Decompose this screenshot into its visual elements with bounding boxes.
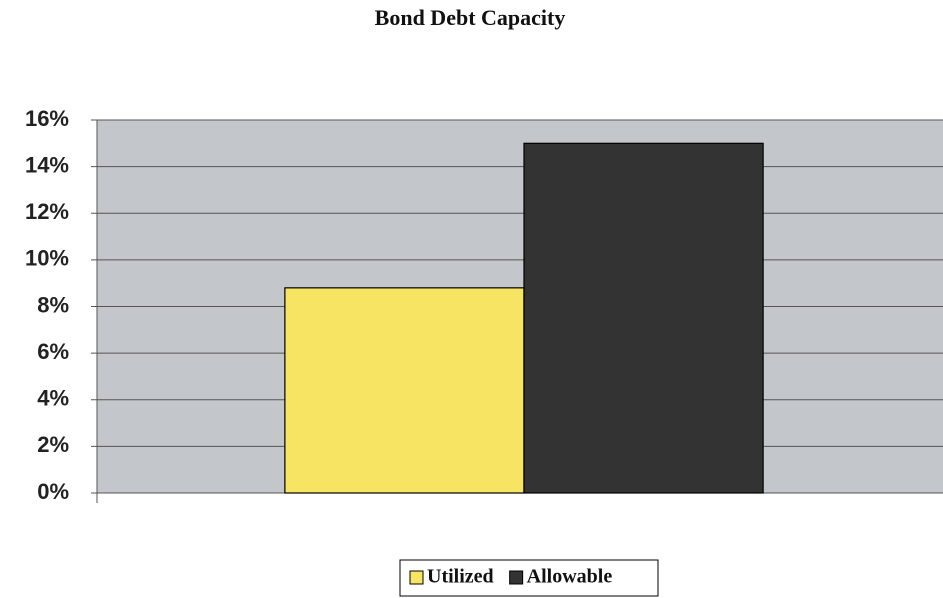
y-tick-label: 10% [25,246,69,271]
y-tick-label: 14% [25,152,69,177]
y-tick-label: 12% [25,199,69,224]
legend-swatch [509,570,524,585]
y-tick-label: 16% [25,106,69,131]
y-tick-label: 6% [37,339,69,364]
y-tick-label: 2% [37,432,69,457]
chart-title: Bond Debt Capacity [375,5,566,30]
legend-label: Allowable [527,566,613,588]
legend-swatch [409,570,424,585]
y-tick-label: 8% [37,292,69,317]
y-tick-label: 0% [37,479,69,504]
legend-box [399,559,659,597]
y-tick-label: 4% [37,386,69,411]
bar [284,287,525,494]
legend-label: Utilized [427,566,494,588]
bar [523,142,764,494]
